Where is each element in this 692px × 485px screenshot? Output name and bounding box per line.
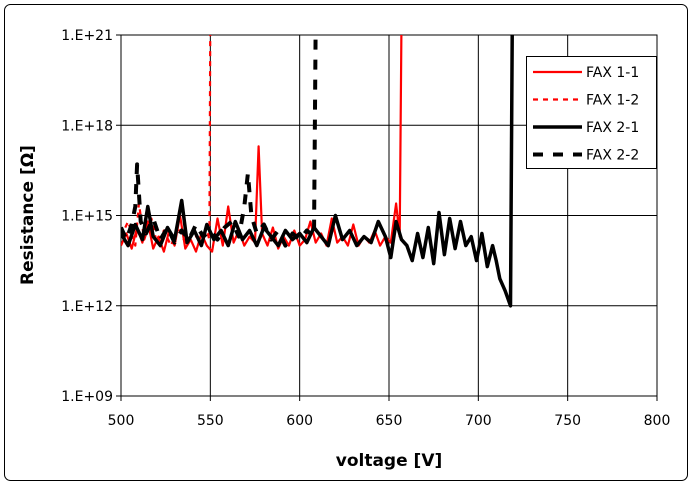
legend: FAX 1-1 FAX 1-2 FAX 2-1 FAX 2-2 [526,56,657,169]
y-tick-label: 1.E+09 [61,389,113,405]
x-tick-label: 500 [108,413,135,429]
y-axis-label: Resistance [Ω] [18,145,38,285]
legend-label: FAX 2-1 [586,120,639,136]
x-axis-label: voltage [V] [336,451,443,471]
x-tick-label: 800 [644,413,671,429]
y-tick-label: 1.E+18 [61,118,113,134]
y-tick-label: 1.E+15 [61,209,113,225]
legend-label: FAX 2-2 [586,148,639,164]
x-tick-label: 600 [286,413,313,429]
x-tick-label: 650 [376,413,403,429]
legend-box [526,56,657,169]
y-tick-label: 1.E+12 [61,299,113,315]
series-line-fax-2-1 [121,35,514,308]
legend-label: FAX 1-1 [586,65,639,81]
series-line-fax-2-2 [121,35,318,248]
x-tick-label: 750 [554,413,581,429]
legend-label: FAX 1-2 [586,93,639,109]
x-tick-label: 550 [197,413,224,429]
y-tick-label: 1.E+21 [61,28,113,44]
x-tick-label: 700 [465,413,492,429]
